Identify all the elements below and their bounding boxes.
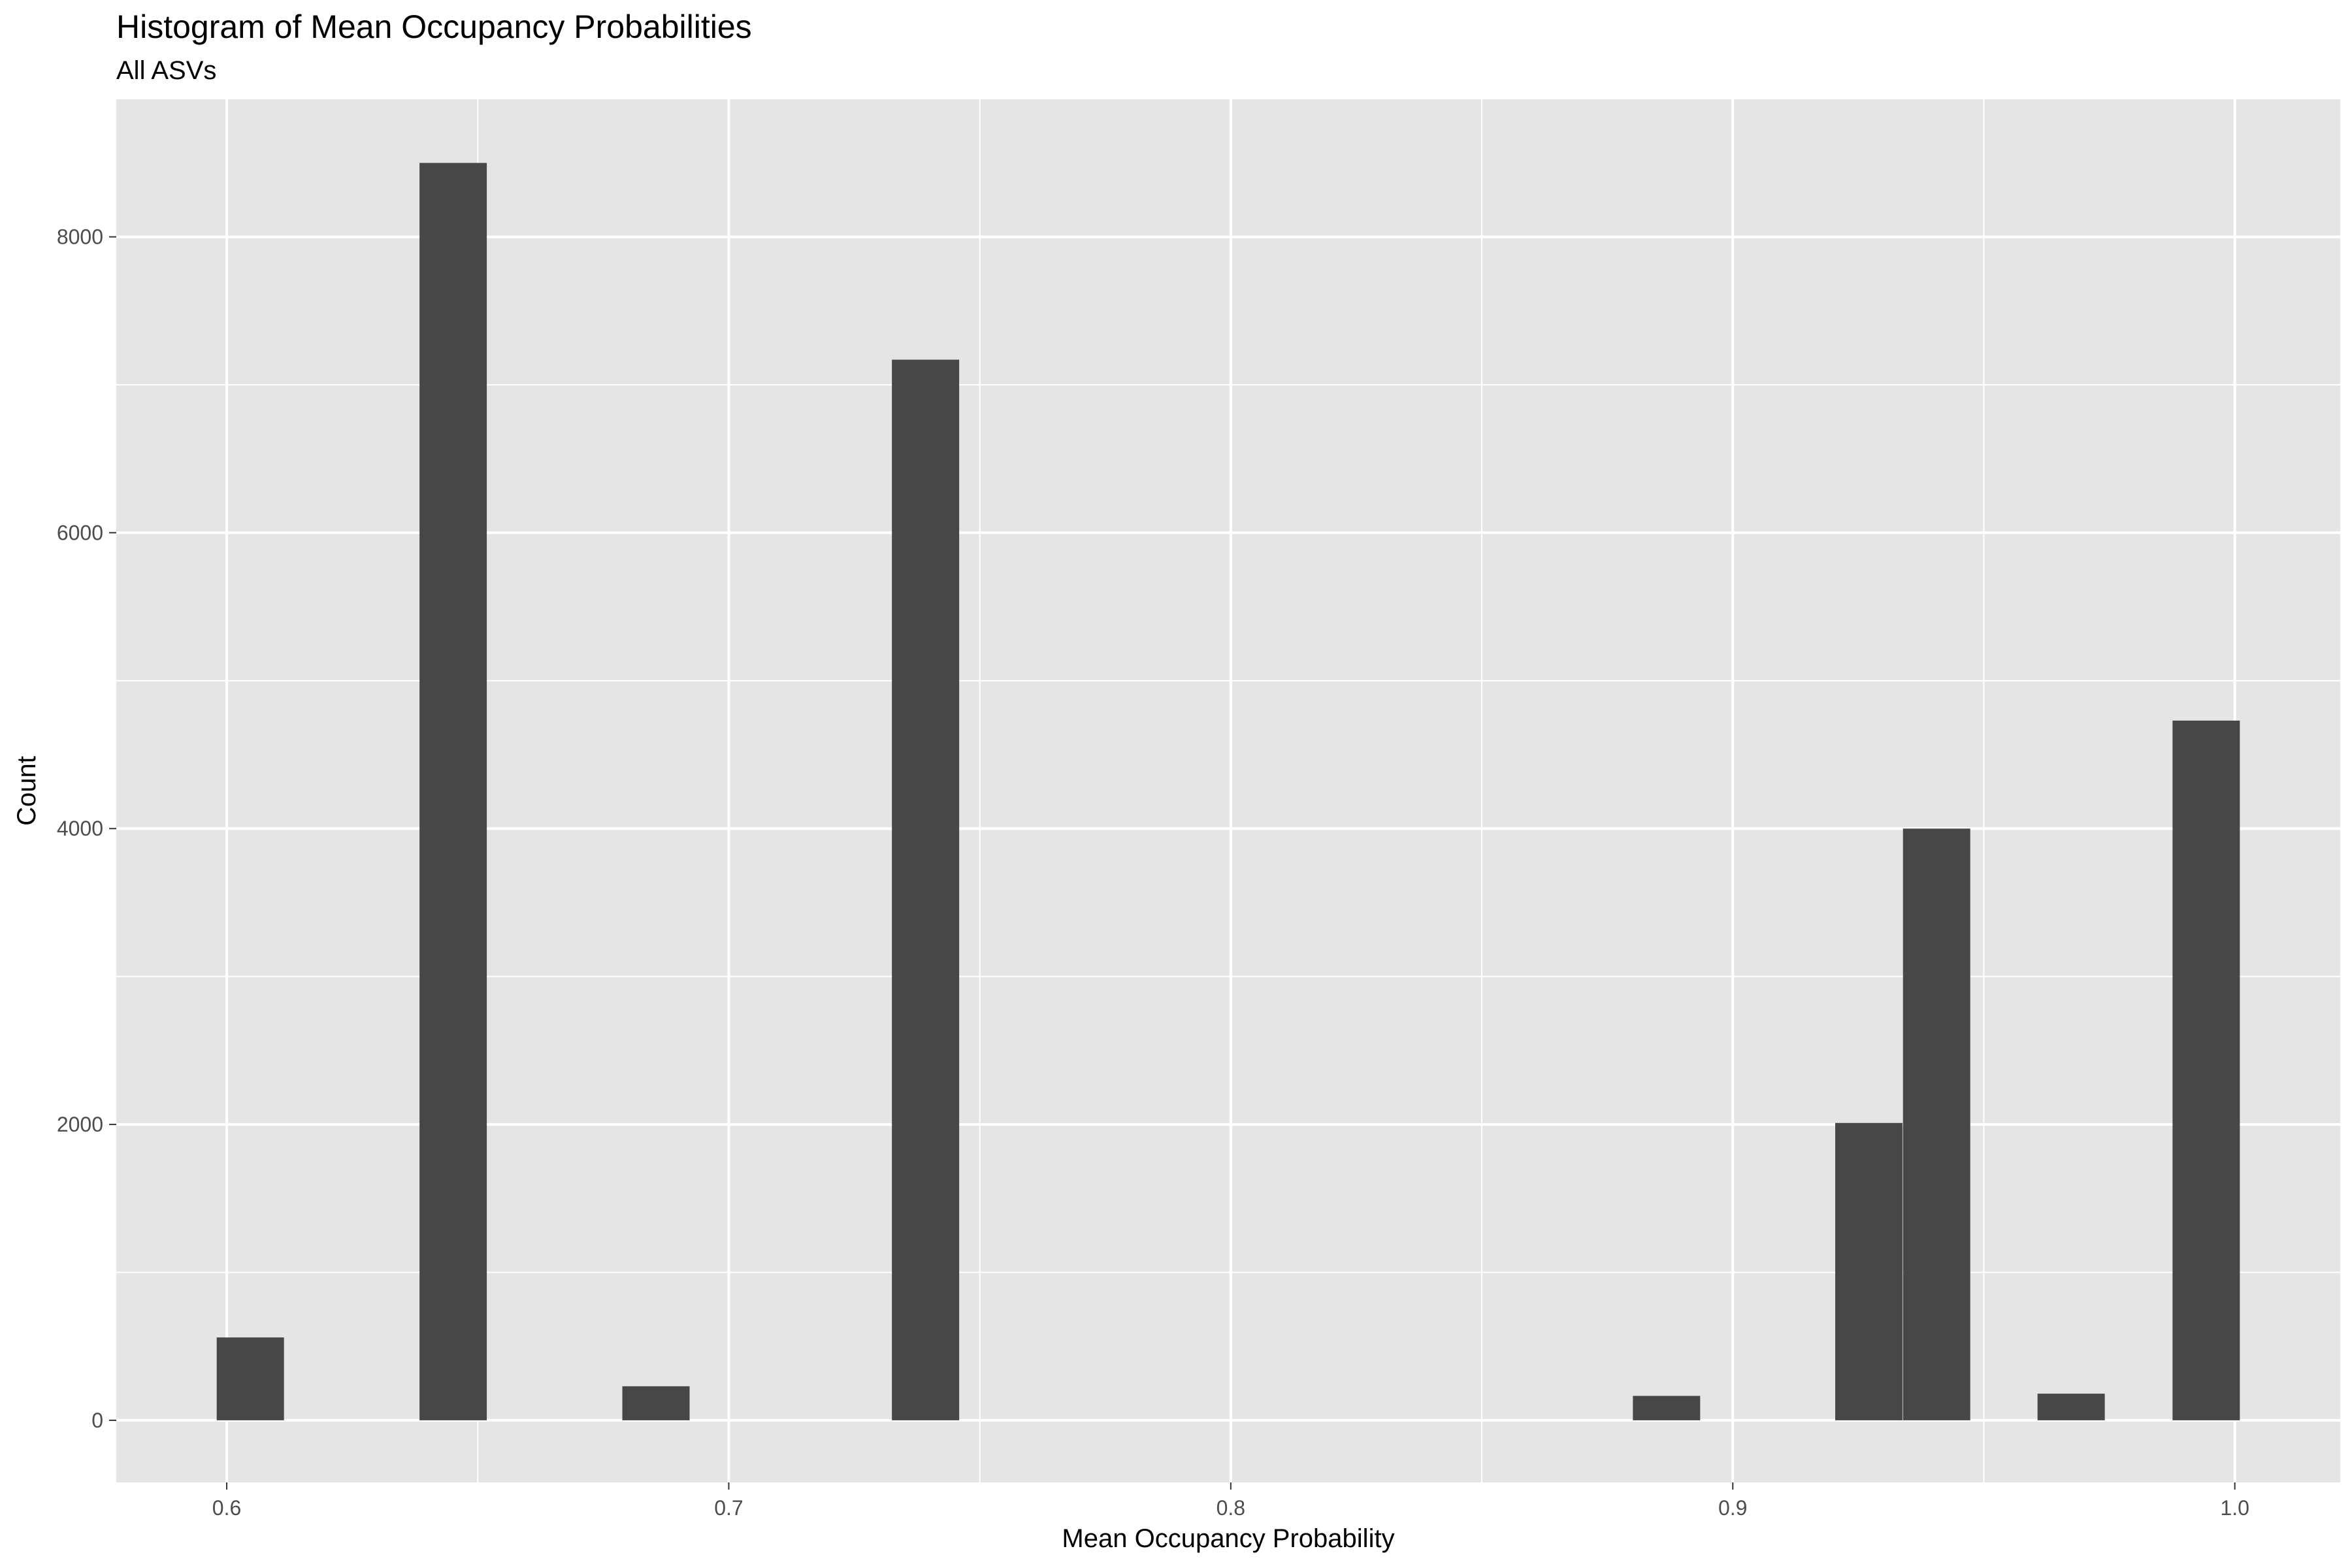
y-axis-title: Count (12, 756, 41, 826)
y-tick-label: 4000 (57, 817, 103, 840)
y-tick-label: 6000 (57, 521, 103, 544)
axis-ticks (109, 236, 2236, 1490)
histogram-bar (216, 1337, 284, 1420)
y-axis-tick-labels: 0 2000 4000 6000 8000 (57, 225, 103, 1432)
histogram-bar (1633, 1396, 1701, 1420)
x-tick-label: 0.9 (1718, 1496, 1747, 1520)
histogram-bar (2172, 720, 2240, 1420)
x-tick-label: 1.0 (2220, 1496, 2249, 1520)
x-axis-tick-labels: 0.6 0.7 0.8 0.9 1.0 (212, 1496, 2249, 1520)
histogram-bar (1835, 1122, 1903, 1420)
chart-subtitle: All ASVs (116, 56, 217, 85)
y-tick-label: 8000 (57, 225, 103, 249)
histogram-bar (622, 1386, 690, 1420)
chart-title: Histogram of Mean Occupancy Probabilitie… (116, 8, 752, 45)
y-tick-label: 2000 (57, 1113, 103, 1136)
histogram-bars (216, 163, 2240, 1420)
histogram-bar (419, 163, 487, 1420)
histogram-bar (892, 359, 960, 1420)
histogram-bar (2037, 1394, 2105, 1420)
y-tick-label: 0 (91, 1409, 103, 1432)
x-tick-label: 0.6 (212, 1496, 241, 1520)
histogram-bar (1903, 828, 1970, 1420)
x-tick-label: 0.8 (1217, 1496, 1245, 1520)
x-tick-label: 0.7 (714, 1496, 743, 1520)
x-axis-title: Mean Occupancy Probability (1062, 1524, 1394, 1553)
